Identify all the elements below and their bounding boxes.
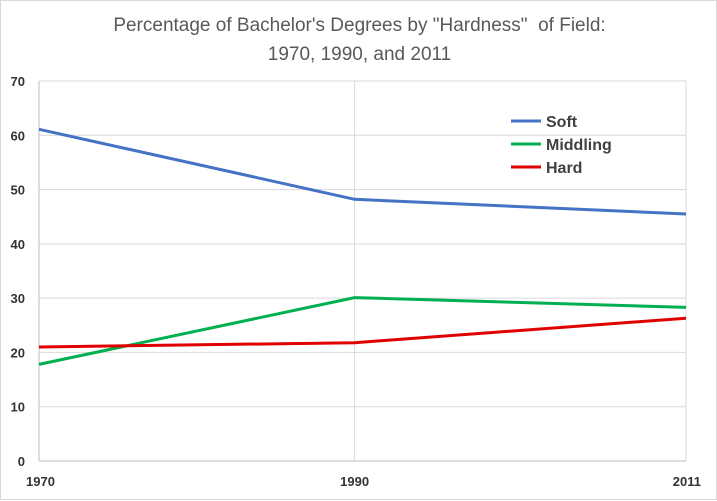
legend-label-hard: Hard [546,160,582,177]
y-tick-label-70: 70 [11,74,25,89]
y-tick-label-20: 20 [11,345,25,360]
x-tick-label-1990: 1990 [340,474,369,489]
x-tick-label-2011: 2011 [673,474,701,489]
chart-title-line-1: Percentage of Bachelor's Degrees by "Har… [113,15,606,36]
y-tick-label-30: 30 [11,291,25,306]
chart-title-line-2: 1970, 1990, and 2011 [267,44,452,65]
series-line-soft [38,127,687,216]
chart-title: Percentage of Bachelor's Degrees by "Har… [1,11,717,69]
x-tick-label-1970: 1970 [26,474,55,489]
y-tick-label-40: 40 [11,237,25,252]
y-tick-label-50: 50 [11,183,25,198]
legend-label-soft: Soft [546,114,578,131]
y-tick-label-0: 0 [18,454,25,469]
series-line-hard [38,316,687,349]
y-tick-label-10: 10 [11,400,25,415]
y-tick-label-60: 60 [11,128,25,143]
legend-label-middling: Middling [546,137,612,154]
series-line-middling [38,296,687,366]
